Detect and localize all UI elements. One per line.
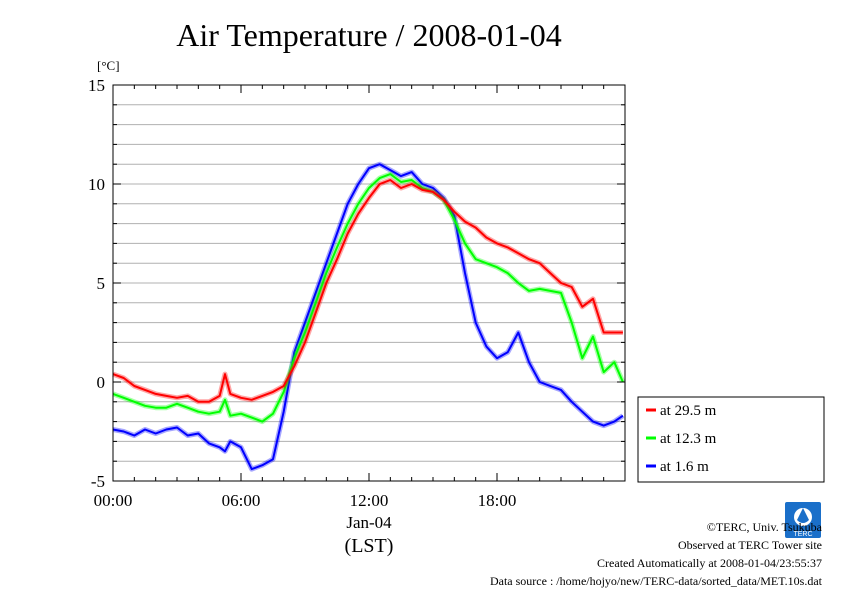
y-tick-label: 0 bbox=[97, 373, 106, 392]
y-tick-label: 5 bbox=[97, 274, 106, 293]
x-axis-timezone-label: (LST) bbox=[345, 535, 394, 557]
copyright-text: ©TERC, Univ. Tsukuba bbox=[706, 520, 822, 534]
x-ticks: 00:00 06:00 12:00 18:00 bbox=[94, 85, 626, 510]
y-axis-label: [°C] bbox=[97, 58, 120, 73]
x-tick-label: 12:00 bbox=[350, 491, 389, 510]
x-axis-date-label: Jan-04 bbox=[346, 513, 392, 532]
series-line bbox=[112, 173, 624, 423]
x-tick-label: 00:00 bbox=[94, 491, 133, 510]
legend: at 29.5 m at 12.3 m at 1.6 m bbox=[637, 396, 825, 483]
chart-title: Air Temperature / 2008-01-04 bbox=[176, 17, 562, 53]
site-text: Observed at TERC Tower site bbox=[677, 538, 822, 552]
series-lines bbox=[112, 161, 626, 472]
legend-label: at 29.5 m bbox=[660, 403, 717, 419]
series-line-halo bbox=[112, 161, 625, 472]
created-text: Created Automatically at 2008-01-04/23:5… bbox=[597, 556, 822, 570]
terc-logo: TERC bbox=[783, 500, 823, 540]
legend-label: at 12.3 m bbox=[660, 431, 717, 447]
series-line bbox=[112, 179, 623, 403]
x-tick-label: 18:00 bbox=[478, 491, 517, 510]
legend-box bbox=[637, 396, 825, 483]
grid-lines bbox=[113, 104, 625, 462]
y-tick-label: 10 bbox=[88, 175, 105, 194]
y-ticks: -5 0 5 10 15 bbox=[88, 76, 625, 491]
y-tick-label: 15 bbox=[88, 76, 105, 95]
data-source-text: Data source : /home/hojyo/new/TERC-data/… bbox=[489, 574, 822, 588]
series-line bbox=[112, 163, 624, 471]
svg-text:TERC: TERC bbox=[793, 531, 812, 538]
legend-label: at 1.6 m bbox=[660, 459, 709, 475]
x-tick-label: 06:00 bbox=[222, 491, 261, 510]
y-tick-label: -5 bbox=[91, 472, 105, 491]
